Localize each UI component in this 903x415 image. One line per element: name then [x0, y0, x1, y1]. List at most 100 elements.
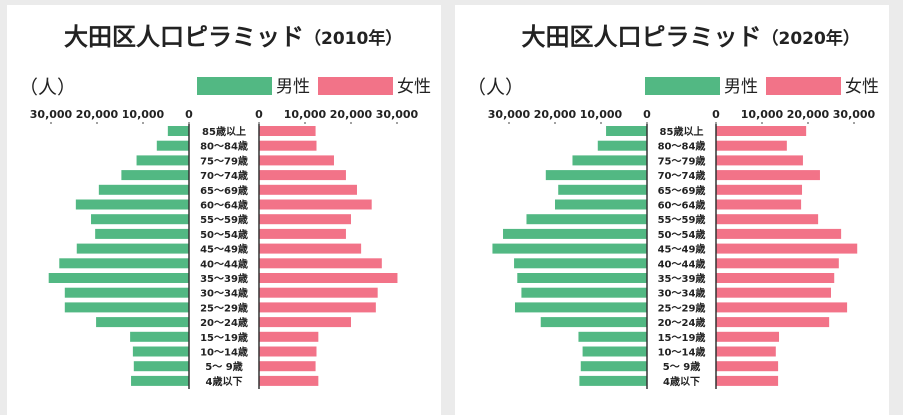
bar	[64, 302, 189, 313]
bar	[716, 155, 803, 166]
bar	[540, 317, 647, 328]
x-tick-label: 20,000	[330, 108, 373, 121]
bar	[492, 243, 647, 254]
category-label: 65～69歳	[658, 184, 706, 197]
bar	[555, 199, 647, 210]
x-tick-label: 0	[255, 108, 263, 121]
category-label: 80～84歳	[200, 140, 248, 153]
bar	[716, 346, 776, 357]
bar	[716, 287, 831, 298]
bar	[59, 258, 189, 269]
bar	[156, 140, 189, 151]
legend-label: 男性	[724, 77, 758, 97]
category-label: 45～49歳	[200, 243, 248, 256]
category-label: 75～79歳	[200, 154, 248, 167]
x-tick-label: 10,000	[284, 108, 327, 121]
bar	[259, 170, 346, 181]
category-label: 25～29歳	[200, 301, 248, 314]
bar	[259, 126, 316, 136]
bar	[716, 170, 820, 181]
bar	[579, 375, 647, 386]
category-label: 10～14歳	[200, 346, 248, 359]
bar	[582, 346, 647, 357]
category-label: 75～79歳	[658, 154, 706, 167]
bar	[517, 273, 647, 283]
bar	[259, 317, 351, 328]
category-label: 60～64歳	[200, 199, 248, 212]
bar	[259, 361, 316, 372]
category-label: 5～ 9歳	[663, 360, 700, 373]
x-tick-label: 30,000	[376, 108, 419, 121]
bar	[716, 126, 807, 136]
category-label: 60～64歳	[658, 199, 706, 212]
category-label: 25～29歳	[658, 301, 706, 314]
bar	[259, 287, 378, 298]
legend-swatch	[645, 77, 720, 95]
category-label: 50～54歳	[658, 228, 706, 241]
legend-swatch	[766, 77, 841, 95]
chart-title: 大田区人口ピラミッド	[64, 23, 304, 51]
bar	[98, 184, 189, 195]
category-label: 85歳以上	[202, 125, 246, 138]
bar	[64, 287, 189, 298]
x-tick-label: 30,000	[488, 108, 531, 121]
category-label: 4歳以下	[663, 375, 700, 388]
bar	[259, 258, 382, 269]
category-label: 40～44歳	[200, 257, 248, 270]
bar	[716, 273, 835, 283]
x-tick-label: 20,000	[787, 108, 830, 121]
category-label: 15～19歳	[200, 331, 248, 344]
category-label: 4歳以下	[206, 375, 243, 388]
bar	[558, 184, 647, 195]
bar	[526, 214, 647, 225]
category-label: 5～ 9歳	[205, 360, 242, 373]
bar	[716, 361, 779, 372]
x-tick-label: 10,000	[580, 108, 623, 121]
category-label: 35～39歳	[200, 272, 248, 285]
category-label: 35～39歳	[658, 272, 706, 285]
bar	[121, 170, 189, 181]
bar	[259, 228, 346, 239]
category-label: 20～24歳	[658, 316, 706, 329]
category-label: 10～14歳	[658, 346, 706, 359]
panel	[455, 5, 889, 415]
category-label: 70～74歳	[658, 169, 706, 182]
category-label: 45～49歳	[658, 243, 706, 256]
bar	[716, 140, 787, 151]
bar	[514, 258, 647, 269]
category-label: 15～19歳	[658, 331, 706, 344]
legend-label: 女性	[397, 77, 431, 97]
bar	[580, 361, 647, 372]
x-tick-label: 10,000	[122, 108, 165, 121]
bar	[716, 317, 830, 328]
bar	[76, 243, 189, 254]
bar	[259, 214, 351, 225]
x-tick-label: 10,000	[741, 108, 784, 121]
bar	[597, 140, 647, 151]
bar	[716, 375, 779, 386]
x-tick-label: 30,000	[30, 108, 73, 121]
bar	[716, 228, 842, 239]
x-tick-label: 30,000	[833, 108, 876, 121]
legend-label: 女性	[845, 77, 879, 97]
category-label: 40～44歳	[658, 257, 706, 270]
chart-title: 大田区人口ピラミッド	[522, 23, 762, 51]
chart-title-year: （2020年）	[762, 28, 860, 49]
bar	[716, 243, 858, 254]
bar	[716, 184, 803, 195]
category-label: 20～24歳	[200, 316, 248, 329]
bar	[716, 302, 848, 313]
x-tick-label: 20,000	[76, 108, 119, 121]
bar	[521, 287, 647, 298]
unit-label: （人）	[467, 77, 524, 99]
bar	[259, 199, 372, 210]
bar	[259, 140, 317, 151]
bar	[259, 331, 319, 342]
legend-swatch	[197, 77, 272, 95]
bar	[514, 302, 647, 313]
panel	[7, 5, 441, 415]
category-label: 55～59歳	[658, 213, 706, 226]
bar	[578, 331, 647, 342]
category-label: 50～54歳	[200, 228, 248, 241]
